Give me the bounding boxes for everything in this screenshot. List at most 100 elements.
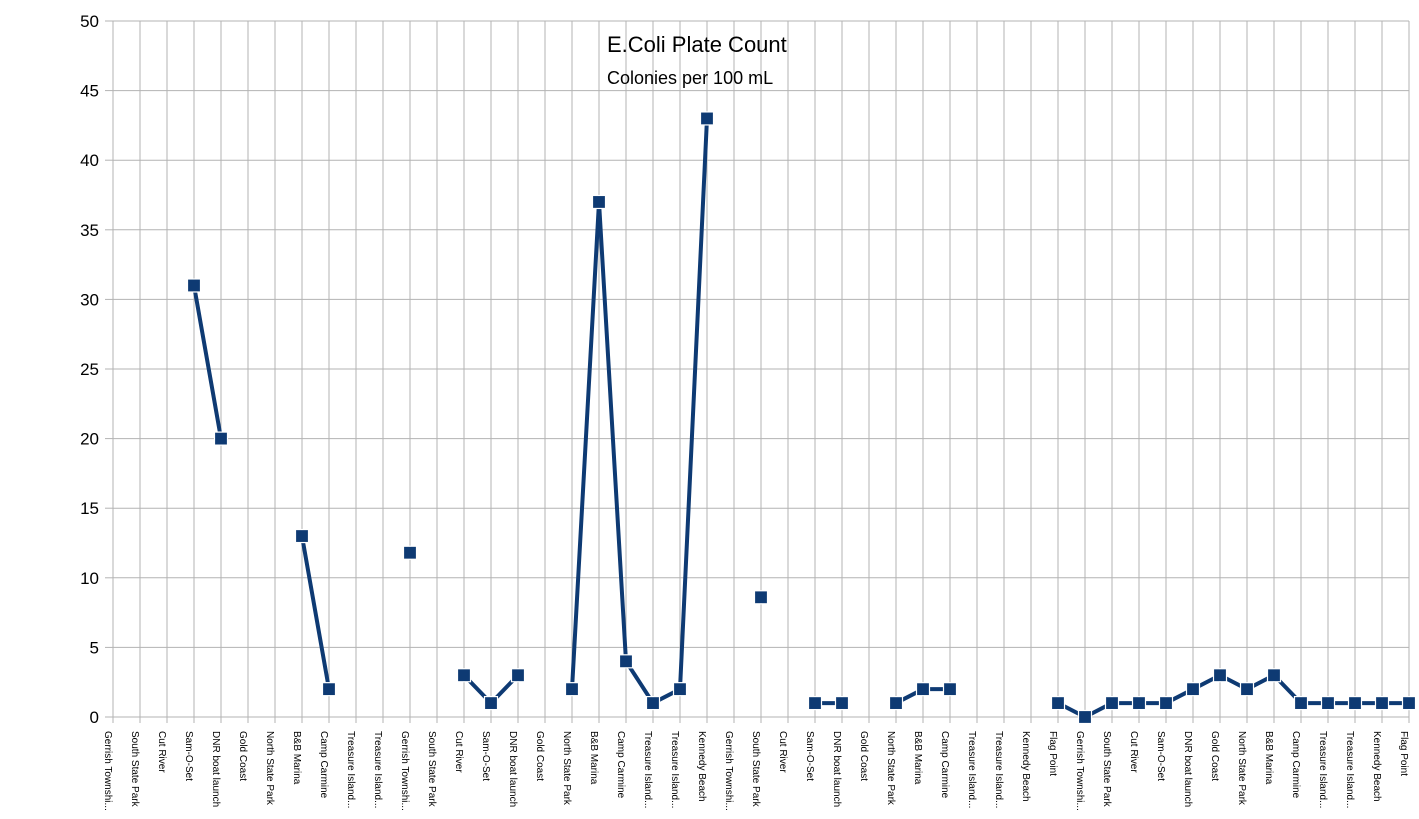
x-tick-label: Treasure Island... — [1317, 731, 1328, 808]
x-tick-label: Gerrish Townshi... — [723, 731, 734, 811]
y-tick-label: 5 — [90, 638, 99, 657]
series — [186, 111, 1417, 725]
y-tick-label: 0 — [90, 708, 99, 727]
x-tick-label: Sam-O-Set — [804, 731, 815, 781]
x-tick-label: Sam-O-Set — [1155, 731, 1166, 781]
x-tick-label: DNR boat launch — [1182, 731, 1193, 807]
data-point-marker — [564, 682, 580, 697]
data-point-marker — [213, 431, 229, 446]
data-point-marker — [699, 111, 715, 126]
y-tick-label: 15 — [80, 499, 99, 518]
x-tick-label: Gerrish Townshi... — [102, 731, 113, 811]
data-point-marker — [294, 528, 310, 544]
x-tick-label: B&B Marina — [912, 731, 923, 785]
x-tick-label: DNR boat launch — [210, 731, 221, 807]
data-point-marker — [483, 695, 499, 711]
chart-title: E.Coli Plate Count — [607, 32, 787, 57]
y-tick-label: 20 — [80, 430, 99, 449]
data-point-marker — [807, 695, 823, 711]
x-tick-label: Treasure Island... — [345, 731, 356, 808]
data-point-marker — [1374, 695, 1390, 711]
x-tick-label: Sam-O-Set — [183, 731, 194, 781]
data-point-marker — [1131, 695, 1147, 711]
x-tick-label: Gold Coast — [858, 731, 869, 781]
data-point-marker — [402, 545, 418, 560]
data-point-marker — [672, 682, 688, 697]
x-axis-ticks: Gerrish Townshi... South State Park Cut Ri… — [102, 731, 1409, 811]
x-tick-label: Treasure Island... — [669, 731, 680, 808]
x-tick-label: North State Park — [885, 731, 896, 806]
y-tick-label: 40 — [80, 151, 99, 170]
x-tick-label: DNR boat launch — [507, 731, 518, 807]
x-tick-label: Treasure Island... — [993, 731, 1004, 808]
x-tick-label: Flag Point — [1398, 731, 1409, 776]
x-tick-label: Camp Carmine — [318, 731, 329, 799]
x-tick-label: Treasure Island... — [642, 731, 653, 808]
data-point-marker — [1158, 695, 1174, 711]
x-tick-label: Cut River — [453, 731, 464, 773]
y-tick-label: 35 — [80, 221, 99, 240]
data-point-marker — [1104, 695, 1120, 711]
x-tick-label: Cut River — [156, 731, 167, 773]
data-point-marker — [915, 682, 931, 697]
data-point-marker — [1320, 695, 1336, 711]
x-tick-label: Kennedy Beach — [1020, 731, 1031, 802]
x-tick-label: Gold Coast — [1209, 731, 1220, 781]
series-line-segment — [570, 199, 601, 692]
data-point-marker — [618, 654, 634, 669]
data-point-marker — [942, 682, 958, 697]
data-point-marker — [456, 668, 472, 683]
y-tick-label: 30 — [80, 290, 99, 309]
x-tick-label: Cut River — [777, 731, 788, 773]
x-tick-label: DNR boat launch — [831, 731, 842, 807]
y-tick-label: 45 — [80, 82, 99, 101]
x-tick-label: Gerrish Townshi... — [399, 731, 410, 811]
x-tick-label: Camp Carmine — [1290, 731, 1301, 799]
x-tick-label: Camp Carmine — [615, 731, 626, 799]
data-point-marker — [1212, 668, 1228, 683]
data-point-marker — [834, 695, 850, 711]
x-tick-label: Gerrish Townshi... — [1074, 731, 1085, 811]
y-tick-label: 50 — [80, 12, 99, 31]
x-tick-label: B&B Marina — [291, 731, 302, 785]
x-tick-label: B&B Marina — [1263, 731, 1274, 785]
x-tick-label: North State Park — [264, 731, 275, 806]
x-tick-label: Camp Carmine — [939, 731, 950, 799]
data-point-marker — [1077, 709, 1093, 725]
x-tick-label: Treasure Island... — [1344, 731, 1355, 808]
data-point-marker — [186, 278, 202, 293]
data-point-marker — [888, 695, 904, 711]
x-tick-label: Cut River — [1128, 731, 1139, 773]
x-tick-label: Gold Coast — [237, 731, 248, 781]
x-tick-label: South State Park — [129, 731, 140, 808]
x-tick-label: South State Park — [1101, 731, 1112, 808]
data-point-marker — [1293, 695, 1309, 711]
x-tick-label: Kennedy Beach — [1371, 731, 1382, 802]
data-point-marker — [321, 682, 337, 697]
x-tick-label: Gold Coast — [534, 731, 545, 781]
x-tick-label: Treasure Island... — [966, 731, 977, 808]
y-axis-ticks: 0 5 10 15 20 25 30 35 40 45 50 — [80, 12, 99, 727]
data-point-marker — [1050, 695, 1066, 711]
series-line-segment — [300, 534, 331, 692]
series-line-segment — [192, 283, 223, 441]
data-point-marker — [1185, 682, 1201, 697]
grid — [105, 20, 1410, 723]
data-point-marker — [510, 668, 526, 683]
data-point-marker — [591, 194, 607, 210]
x-tick-label: Kennedy Beach — [696, 731, 707, 802]
x-tick-label: Sam-O-Set — [480, 731, 491, 781]
x-tick-label: B&B Marina — [588, 731, 599, 785]
x-tick-label: North State Park — [561, 731, 572, 806]
data-point-marker — [645, 695, 661, 711]
x-tick-label: South State Park — [750, 731, 761, 808]
x-tick-label: South State Park — [426, 731, 437, 808]
x-tick-label: North State Park — [1236, 731, 1247, 806]
data-point-marker — [1239, 682, 1255, 697]
y-tick-label: 10 — [80, 569, 99, 588]
data-point-marker — [753, 590, 769, 605]
y-tick-label: 25 — [80, 360, 99, 379]
data-point-marker — [1266, 668, 1282, 683]
